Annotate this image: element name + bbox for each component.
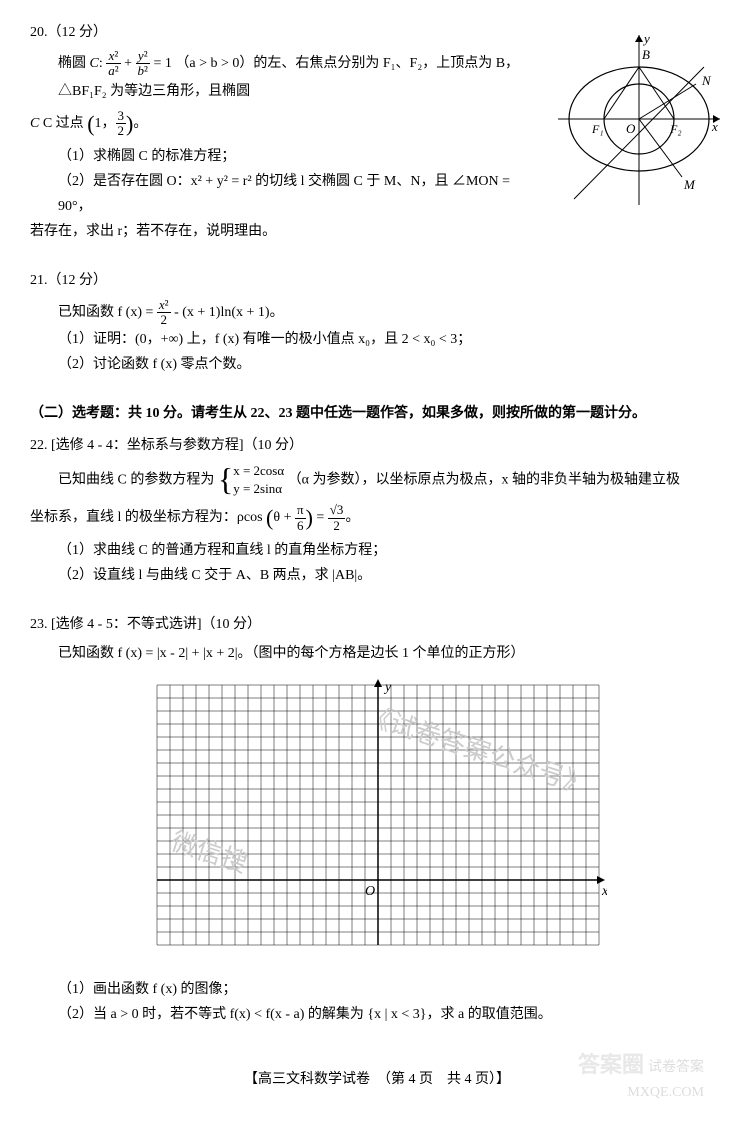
p22-line1: 已知曲线 C 的参数方程为 { x = 2cosα y = 2sinα （α 为… [30,462,724,498]
grid-label-O: O [365,884,375,899]
ellipse-diagram: B N M O F₁ F₂ x y [554,29,724,209]
problem-23-header: 23. [选修 4 - 5：不等式选讲]（10 分） [30,612,724,637]
problem-20: 20.（12 分） B N M O F₁ F₂ x y 椭圆 C: x²a² +… [30,20,724,244]
p21-q1: （1）证明：(0，+∞) 上，f (x) 有唯一的极小值点 x₀，且 2 < x… [30,327,724,352]
section2-title: （二）选考题：共 10 分。请考生从 22、23 题中任选一题作答，如果多做，则… [30,401,724,426]
corner-watermark: 试卷答案 MXQE.COM [627,1055,704,1105]
problem-22: 22. [选修 4 - 4：坐标系与参数方程]（10 分） 已知曲线 C 的参数… [30,433,724,589]
label-F2: F₂ [669,122,682,136]
label-M: M [683,177,696,192]
grid-label-y: y [383,680,392,695]
p20-text-1a: 椭圆 [58,56,90,71]
p22-q1: （1）求曲线 C 的普通方程和直线 l 的直角坐标方程； [30,538,724,563]
label-x: x [711,119,718,134]
label-N: N [701,73,712,88]
label-O: O [626,121,636,136]
p20-text-1b: （a > b > 0）的左、右焦点分别为 F₁、F₂，上顶点为 B，△BF₁F₂… [58,56,519,99]
p23-line1: 已知函数 f (x) = |x - 2| + |x + 2|。（图中的每个方格是… [30,641,724,666]
grid-label-x: x [601,884,607,899]
p21-line1: 已知函数 f (x) = x²2 - (x + 1)ln(x + 1)。 [30,298,724,328]
problem-23: 23. [选修 4 - 5：不等式选讲]（10 分） 已知函数 f (x) = … [30,612,724,1027]
p23-q1: （1）画出函数 f (x) 的图像； [30,977,724,1002]
p22-q2: （2）设直线 l 与曲线 C 交于 A、B 两点，求 |AB|。 [30,563,724,588]
p23-q2: （2）当 a > 0 时，若不等式 f(x) < f(x - a) 的解集为 {… [30,1002,724,1027]
label-F1: F₁ [591,122,604,136]
label-y: y [642,31,650,46]
grid-diagram: O x y [147,677,607,967]
label-B: B [642,47,650,62]
p20-q2b: 若存在，求出 r；若不存在，说明理由。 [30,219,724,244]
p21-q2: （2）讨论函数 f (x) 零点个数。 [30,352,724,377]
problem-21-header: 21.（12 分） [30,268,724,293]
p22-line2: 坐标系，直线 l 的极坐标方程为：ρcos (θ + π6) = √32。 [30,498,724,538]
problem-21: 21.（12 分） 已知函数 f (x) = x²2 - (x + 1)ln(x… [30,268,724,377]
problem-22-header: 22. [选修 4 - 4：坐标系与参数方程]（10 分） [30,433,724,458]
